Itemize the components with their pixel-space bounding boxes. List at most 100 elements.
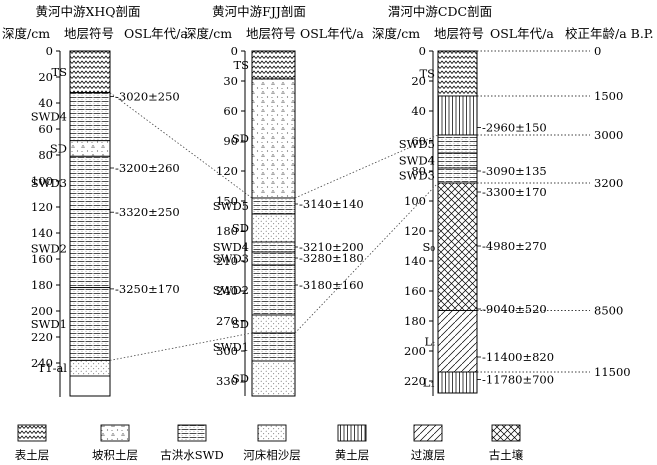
- depth-tick-label: 90: [223, 134, 238, 148]
- symbol-header: 地层符号: [434, 26, 484, 41]
- osl-date-label: -9040±520: [482, 302, 547, 316]
- layer-code-label: SWD1: [31, 317, 67, 331]
- correlation-line: [109, 92, 253, 199]
- layer-flood: [69, 155, 111, 211]
- layer-river_sand: [251, 314, 296, 334]
- layer-code-label: TS: [233, 58, 249, 72]
- layer-flood: [69, 209, 111, 289]
- layer-code-label: S₀: [423, 240, 436, 254]
- depth-tick-label: 120: [31, 200, 53, 214]
- layer-flood: [437, 152, 478, 169]
- profile-title: 渭河中游CDC剖面: [388, 4, 492, 19]
- depth-tick-label: 180: [31, 278, 53, 292]
- osl-dates: -3140±140 -3210±200-3280±180 -3180±160: [295, 197, 364, 292]
- layer-code-label: SWD1: [213, 340, 249, 354]
- legend-label: 表土层: [15, 448, 50, 462]
- legend-label: 过渡层: [411, 448, 446, 462]
- calibrated-age-label: 3000: [594, 128, 623, 142]
- legend-swatch-river_sand: [257, 424, 287, 442]
- depth-tick-label: 160: [404, 284, 426, 298]
- layer-river_sand: [251, 360, 296, 397]
- layer-topsoil: [437, 50, 478, 97]
- layer-code-label: SWD3: [399, 169, 435, 183]
- layer-code-label: SD: [232, 372, 249, 386]
- layer-flood: [437, 134, 478, 154]
- osl-date-label: -3200±260: [115, 161, 180, 175]
- depth-axis: 0 20 40 60 80 100 120 140 160 180 200 220 240: [31, 44, 61, 397]
- legend-label: 古洪水SWD: [160, 448, 223, 462]
- profile-fjj: 黄河中游FJJ剖面 深度/cm 地层符号 OSL年代/a 0 30 60 90 120 1…: [184, 4, 364, 397]
- depth-tick-label: 240: [31, 356, 53, 370]
- osl-dates: -3020±250 -3200±260 -3320±250 -3250±170: [110, 90, 180, 296]
- layer-flood: [251, 251, 296, 266]
- calibrated-age-label: 11500: [594, 365, 631, 379]
- depth-tick-label: 330: [216, 374, 238, 388]
- osl-date-label: -3180±160: [299, 278, 364, 292]
- depth-tick-label: 0: [419, 44, 426, 58]
- depth-tick-label: 200: [404, 344, 426, 358]
- legend-swatch-loess: [337, 424, 367, 442]
- depth-tick-label: 20: [411, 74, 426, 88]
- correlation-line: [294, 134, 439, 199]
- layer-code-label: SWD3: [213, 252, 249, 266]
- osl-date-label: -11780±700: [482, 373, 554, 387]
- layer-code-label: SD: [50, 142, 67, 156]
- legend-swatch-topsoil: [17, 424, 47, 442]
- layer-code-label: SWD5: [213, 199, 249, 213]
- depth-tick-label: 180: [404, 314, 426, 328]
- stratigraphic-column: [251, 50, 296, 397]
- layer-loess: [437, 371, 478, 394]
- layer-slope: [251, 78, 296, 199]
- stratigraphic-column: [437, 50, 478, 394]
- layer-code-label: TS: [419, 67, 435, 81]
- layer-topsoil: [69, 50, 111, 94]
- depth-header: 深度/cm: [372, 26, 420, 41]
- depth-tick-label: 220: [404, 374, 426, 388]
- osl-date-label: -3020±250: [115, 90, 180, 104]
- layer-topsoil: [251, 50, 296, 80]
- depth-tick-label: 100: [404, 194, 426, 208]
- depth-tick-label: 120: [404, 224, 426, 238]
- layer-code-label: TS: [51, 65, 67, 79]
- layer-code-label: SD: [232, 132, 249, 146]
- layer-code-label: SWD2: [213, 283, 249, 297]
- depth-tick-label: 80: [411, 164, 426, 178]
- calibrated-age-label: 0: [594, 44, 601, 58]
- profile-xhq: 黄河中游XHQ剖面 深度/cm 地层符号 OSL年代/a 0 20 40 60 80 10…: [2, 4, 188, 397]
- layer-code-label: T1-al: [38, 361, 68, 375]
- layer-flood: [251, 264, 296, 316]
- symbol-header: 地层符号: [64, 26, 114, 41]
- layer-paleosol: [437, 182, 478, 311]
- layer-flood: [251, 241, 296, 253]
- osl-header: OSL年代/a: [490, 26, 554, 41]
- layer-code-label: SWD4: [213, 240, 249, 254]
- calibrated-age-label: 1500: [594, 89, 623, 103]
- layer-code-label: SD: [232, 317, 249, 331]
- correlation-line: [294, 182, 439, 334]
- depth-tick-label: 80: [38, 148, 53, 162]
- correlation-lines: [109, 92, 439, 361]
- osl-date-label: -3300±170: [482, 185, 547, 199]
- layer-code-label: SWD4: [399, 154, 435, 168]
- osl-date-label: -3320±250: [115, 205, 180, 219]
- depth-tick-label: 60: [411, 134, 426, 148]
- osl-header: OSL年代/a: [300, 26, 364, 41]
- depth-tick-label: 220: [31, 330, 53, 344]
- layer-code-label: SWD3: [31, 176, 67, 190]
- osl-date-label: -3210±200: [299, 240, 364, 254]
- calibrated-age-header: 校正年龄/a B.P.: [565, 26, 654, 41]
- osl-date-label: -2960±150: [482, 121, 547, 135]
- osl-date-label: -3250±170: [115, 282, 180, 296]
- osl-date-label: -4980±270: [482, 239, 547, 253]
- layer-flood: [251, 197, 296, 215]
- depth-tick-label: 160: [31, 252, 53, 266]
- depth-tick-label: 0: [46, 44, 53, 58]
- layer-flood: [69, 92, 111, 142]
- depth-axis: 0 20 40 60 80 100 120 140 160 180 200 220: [404, 44, 434, 396]
- osl-date-label: -11400±820: [482, 350, 554, 364]
- column-outline: [437, 50, 478, 394]
- legend-swatch-paleosol: [491, 424, 521, 442]
- depth-tick-label: 140: [404, 254, 426, 268]
- legend-swatch-transition: [413, 424, 443, 442]
